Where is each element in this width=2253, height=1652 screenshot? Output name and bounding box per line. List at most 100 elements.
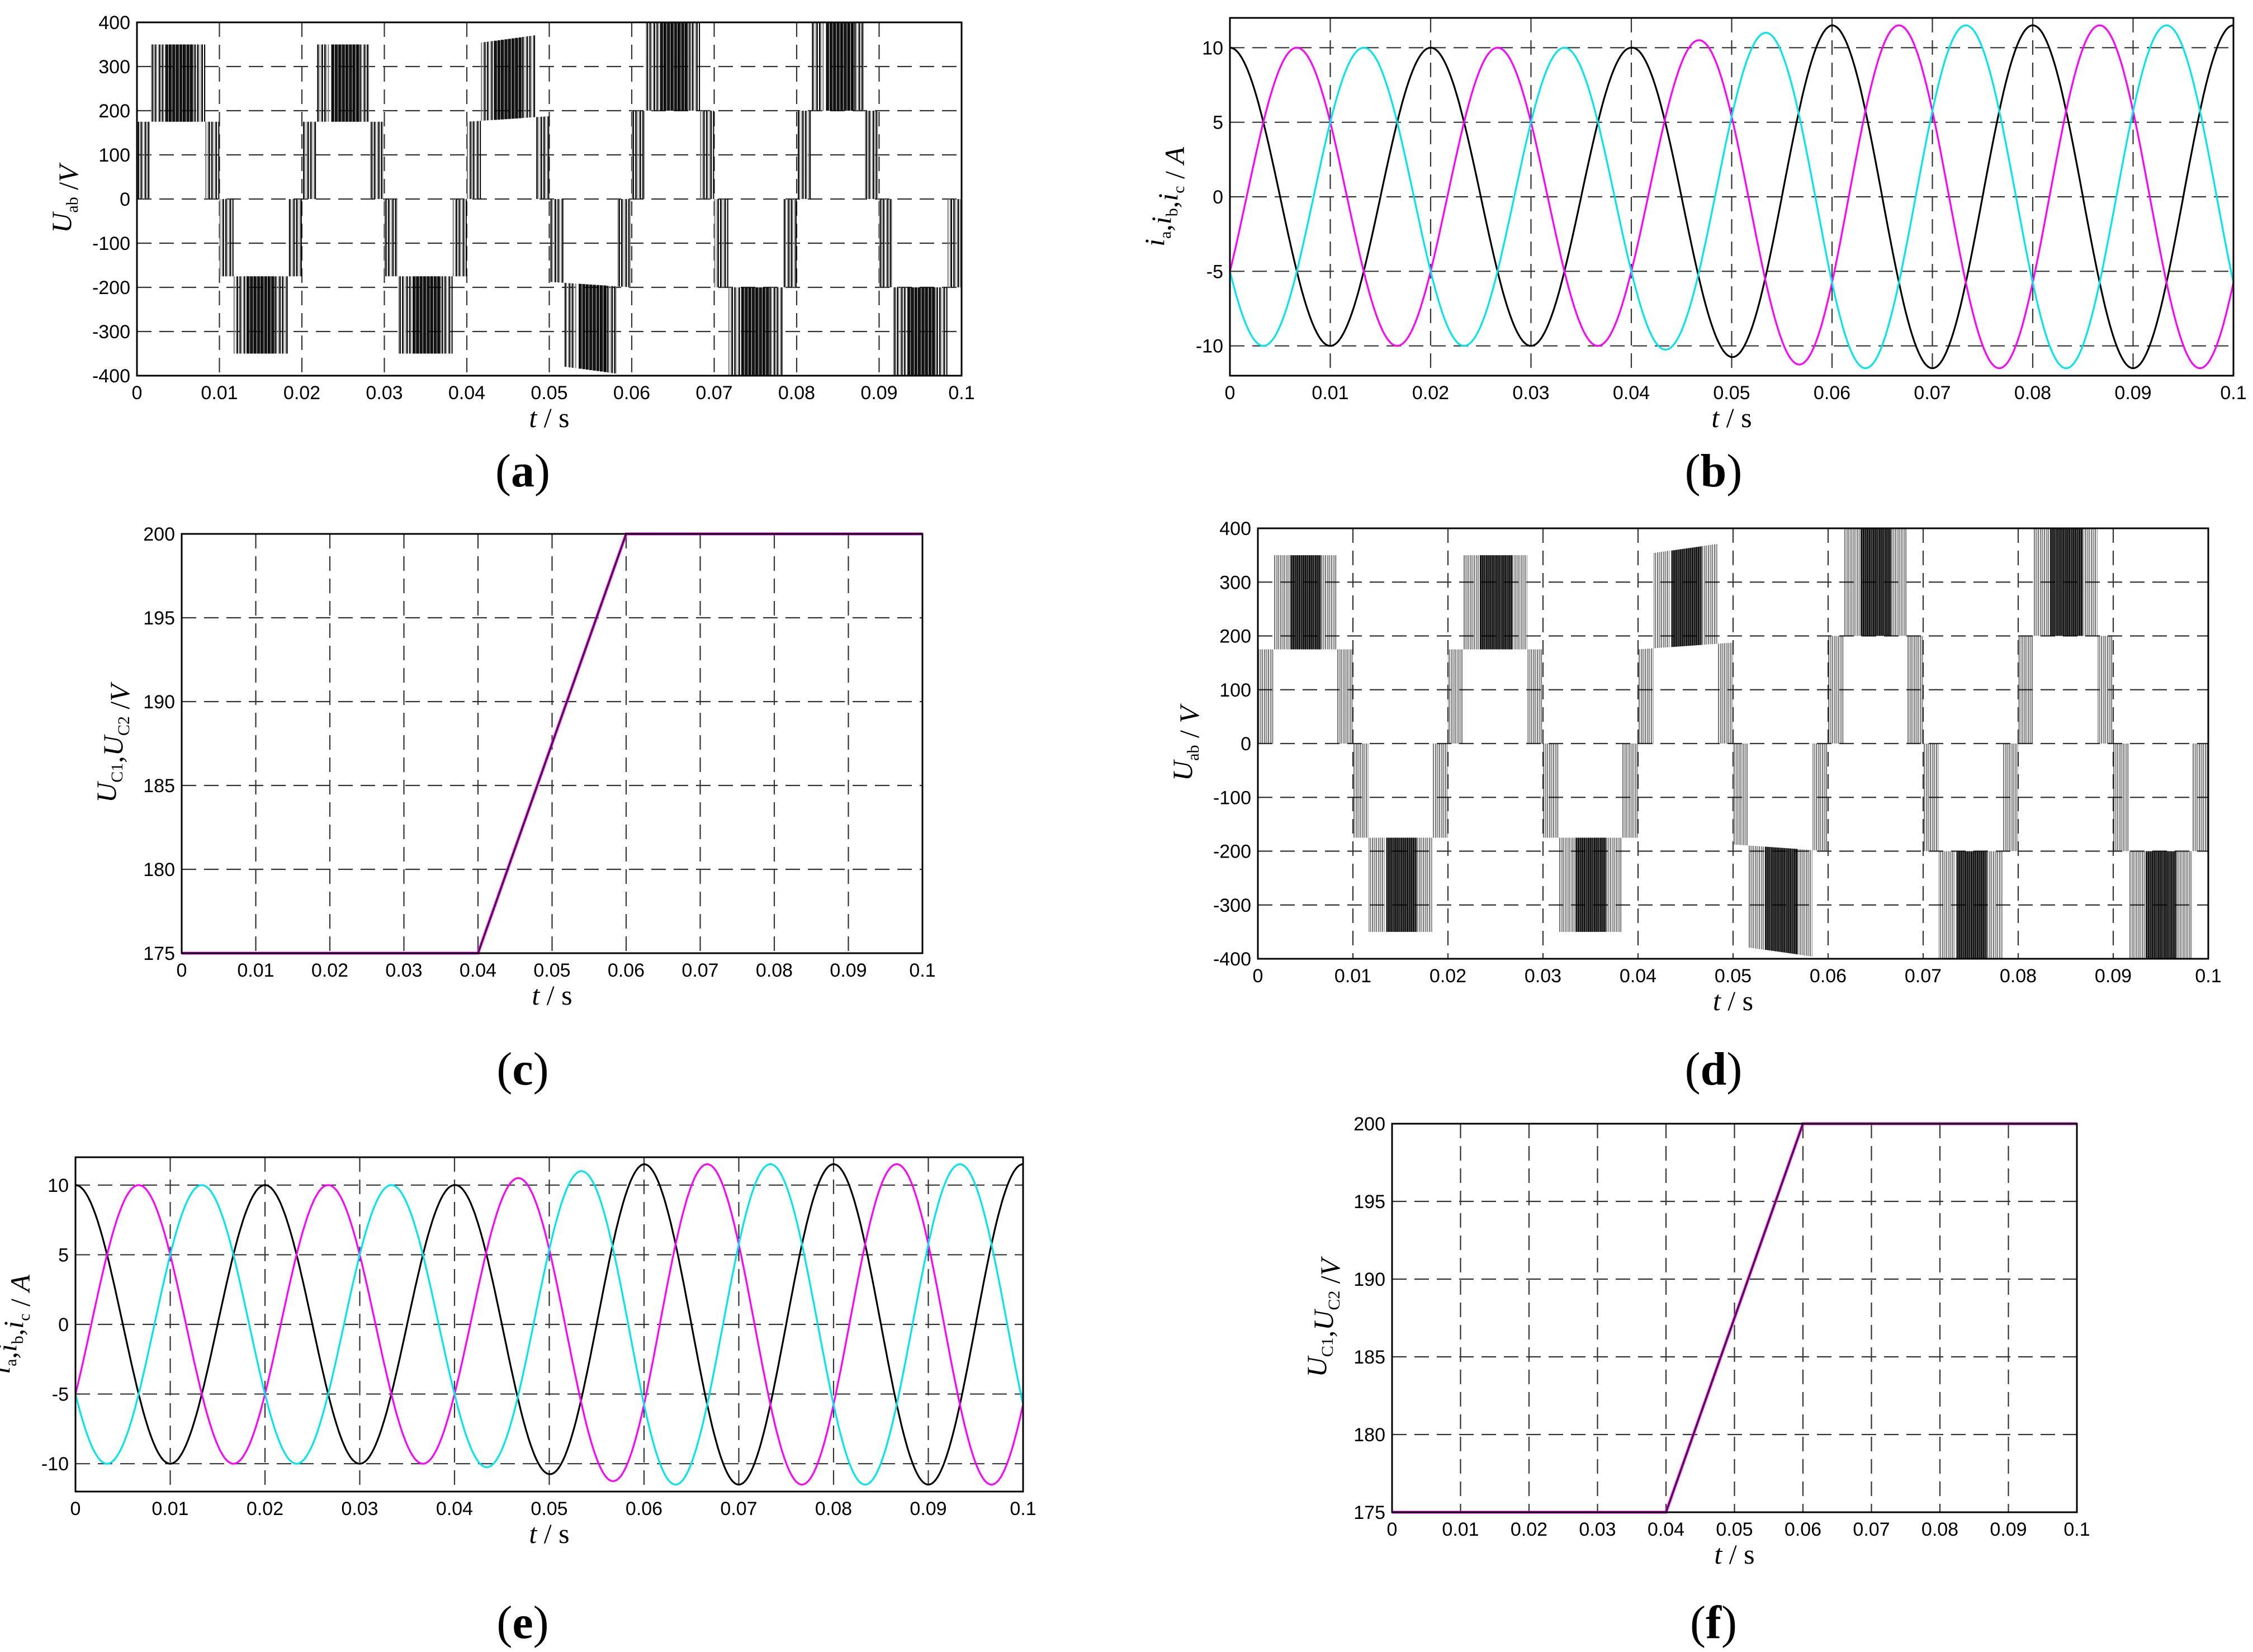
pwm-pulse bbox=[1274, 555, 1275, 650]
pwm-pulse bbox=[1807, 849, 1809, 956]
pwm-pulse bbox=[1733, 744, 1734, 845]
pwm-pulse bbox=[490, 41, 492, 120]
pwm-pulse bbox=[318, 44, 320, 122]
pwm-pulse bbox=[815, 22, 817, 111]
pwm-pulse bbox=[1951, 851, 1952, 959]
pwm-pulse bbox=[292, 199, 294, 277]
pwm-pulse bbox=[307, 121, 309, 199]
pwm-pulse bbox=[618, 199, 620, 287]
pwm-pulse bbox=[548, 116, 550, 199]
pwm-pulse bbox=[2072, 528, 2075, 636]
pwm-pulse bbox=[943, 287, 944, 376]
pwm-pulse bbox=[286, 276, 288, 354]
pwm-pulse bbox=[1879, 528, 1881, 636]
pwm-pulse bbox=[1853, 528, 1854, 636]
panel-label: (a) bbox=[495, 445, 550, 497]
pwm-pulse bbox=[523, 36, 525, 118]
pwm-pulse bbox=[2093, 528, 2094, 636]
pwm-pulse bbox=[1604, 837, 1606, 932]
pwm-pulse bbox=[1789, 848, 1791, 954]
pwm-pulse bbox=[257, 276, 261, 354]
pwm-pulse bbox=[158, 44, 159, 122]
pwm-pulse bbox=[261, 276, 264, 354]
pwm-pulse bbox=[1466, 555, 1467, 650]
pwm-pulse bbox=[1976, 851, 1979, 959]
pwm-pulse bbox=[667, 22, 670, 111]
x-tick-label: 0.09 bbox=[860, 382, 897, 404]
pwm-pulse bbox=[826, 22, 830, 111]
pwm-pulse bbox=[310, 121, 311, 199]
pwm-pulse bbox=[783, 199, 785, 287]
pwm-pulse bbox=[463, 199, 465, 277]
pwm-pulse bbox=[2101, 636, 2102, 744]
pwm-pulse bbox=[441, 276, 442, 354]
pwm-pulse bbox=[237, 276, 239, 354]
pwm-pulse bbox=[267, 276, 271, 354]
y-tick-label: 0 bbox=[58, 1314, 69, 1336]
pwm-pulse bbox=[1696, 547, 1698, 646]
x-tick-label: 0.1 bbox=[1010, 1498, 1036, 1520]
pwm-pulse bbox=[663, 22, 667, 111]
pwm-pulse bbox=[778, 287, 779, 376]
pwm-pulse bbox=[561, 199, 562, 283]
pwm-pulse bbox=[816, 22, 818, 111]
pwm-pulse bbox=[1781, 848, 1783, 953]
pwm-pulse bbox=[2136, 851, 2137, 959]
pwm-pulse bbox=[537, 117, 539, 199]
pwm-pulse bbox=[1331, 555, 1332, 650]
pwm-pulse bbox=[1518, 555, 1519, 650]
y-axis-label: ia,ib,ic / A bbox=[0, 1275, 36, 1374]
pwm-pulse bbox=[1966, 851, 1968, 959]
panel-f: 0 0.01 0.02 0.03 0.04 0.05 0.06 0.07 0.08 0.09 0.1… bbox=[1301, 1114, 2090, 1649]
pwm-pulse bbox=[709, 111, 711, 199]
pwm-pulse bbox=[223, 199, 224, 277]
pwm-pulse bbox=[1285, 555, 1286, 650]
pwm-pulse bbox=[1914, 636, 1915, 744]
pwm-pulse bbox=[1651, 648, 1652, 744]
pwm-pulse bbox=[276, 276, 277, 354]
pwm-pulse bbox=[2039, 528, 2041, 636]
pwm-pulse bbox=[1340, 649, 1341, 744]
pwm-pulse bbox=[550, 199, 552, 282]
pwm-pulse bbox=[2062, 528, 2065, 636]
pwm-pulse bbox=[1616, 837, 1617, 932]
pwm-pulse bbox=[1513, 555, 1514, 650]
x-tick-label: 0.01 bbox=[1334, 965, 1371, 987]
pwm-pulse bbox=[1272, 649, 1273, 744]
pwm-pulse bbox=[1482, 555, 1484, 650]
pwm-pulse bbox=[2129, 851, 2130, 959]
pwm-pulse bbox=[288, 199, 290, 277]
pwm-pulse bbox=[1817, 744, 1819, 851]
pwm-pulse bbox=[278, 276, 280, 354]
pwm-pulse bbox=[640, 111, 641, 199]
pwm-pulse bbox=[1342, 649, 1343, 744]
pwm-pulse bbox=[1500, 555, 1502, 650]
pwm-pulse bbox=[1833, 636, 1834, 744]
pwm-pulse bbox=[176, 44, 179, 122]
pwm-pulse bbox=[877, 111, 878, 199]
pwm-pulse bbox=[1851, 528, 1852, 636]
x-tick-label: 0.01 bbox=[201, 382, 238, 404]
pwm-pulse bbox=[1987, 851, 1988, 959]
pwm-pulse bbox=[462, 199, 463, 277]
pwm-pulse bbox=[737, 287, 739, 376]
pwm-pulse bbox=[866, 111, 868, 199]
pwm-pulse bbox=[2022, 636, 2023, 744]
pwm-pulse bbox=[2152, 851, 2154, 959]
pwm-pulse bbox=[1392, 837, 1394, 932]
pwm-pulse bbox=[2119, 744, 2120, 851]
pwm-pulse bbox=[364, 44, 366, 122]
pwm-pulse bbox=[2158, 851, 2160, 959]
pwm-pulse bbox=[1512, 555, 1513, 650]
pwm-pulse bbox=[387, 199, 389, 277]
pwm-pulse bbox=[2011, 744, 2012, 851]
pwm-pulse bbox=[855, 22, 857, 111]
pwm-pulse bbox=[1506, 555, 1508, 650]
pwm-pulse bbox=[784, 199, 786, 287]
pwm-pulse bbox=[183, 44, 186, 122]
pwm-pulse bbox=[1895, 528, 1896, 636]
x-tick-label: 0.03 bbox=[366, 382, 403, 404]
pwm-pulse bbox=[1300, 555, 1303, 650]
pwm-pulse bbox=[2016, 744, 2017, 851]
pwm-pulse bbox=[1594, 837, 1596, 932]
